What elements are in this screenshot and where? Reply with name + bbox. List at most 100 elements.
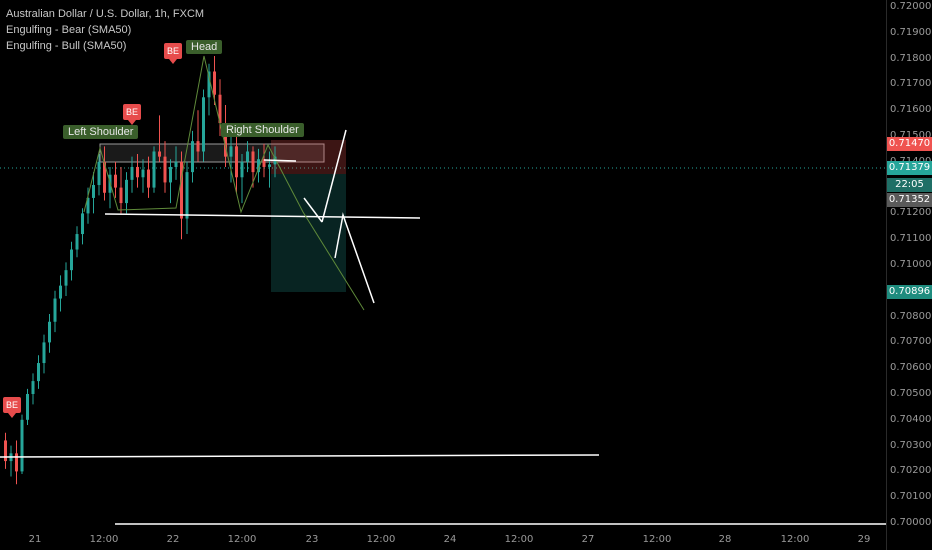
candle-body [229, 146, 233, 157]
candle-body [163, 156, 167, 183]
candle-body [196, 141, 200, 152]
time-axis-label: 24 [443, 534, 457, 545]
neckline [104, 213, 421, 219]
candle-body [147, 169, 150, 188]
candle-body [158, 151, 161, 157]
candle-body [136, 166, 139, 178]
projection-down [334, 212, 375, 304]
price-tick-label: 0.70800 [890, 310, 932, 322]
candle-body [86, 197, 90, 214]
candle-body [59, 285, 62, 299]
candle-body [240, 161, 244, 178]
candle-body [42, 342, 46, 364]
right-shoulder-label[interactable]: Right Shoulder [221, 123, 304, 137]
entry-price-tag: 0.71352 [887, 193, 932, 207]
candle-body [130, 166, 134, 180]
candle-body [246, 151, 249, 162]
candle-body [207, 71, 211, 98]
candle-body [92, 185, 95, 198]
candle-body [218, 94, 222, 124]
time-axis-label: 12:00 [504, 534, 534, 545]
candle-body [235, 146, 238, 178]
symbol-title[interactable]: Australian Dollar / U.S. Dollar, 1h, FXC… [6, 8, 205, 20]
indicator-bear[interactable]: Engulfing - Bear (SMA50) [6, 24, 132, 36]
candle-body [26, 394, 29, 420]
price-tick-label: 0.70700 [890, 336, 932, 348]
indicator-bull[interactable]: Engulfing - Bull (SMA50) [6, 40, 127, 52]
candle-body [48, 321, 51, 343]
chart-legend: Australian Dollar / U.S. Dollar, 1h, FXC… [6, 6, 204, 54]
price-tick-label: 0.70000 [890, 517, 932, 528]
candle-body [37, 363, 40, 382]
price-tick-label: 0.71100 [890, 233, 932, 245]
time-axis-label: 12:00 [642, 534, 672, 545]
stop-loss-zone [271, 140, 346, 174]
last-price-tag: 0.71379 [887, 161, 932, 175]
time-axis-label: 27 [581, 534, 595, 545]
price-tick-label: 0.70400 [890, 413, 932, 425]
hs-pattern-outline [83, 55, 365, 311]
candle-body [114, 174, 117, 188]
price-tick-label: 0.71500 [890, 130, 932, 141]
price-tick-label: 0.71700 [890, 78, 932, 90]
time-axis-label: 12:00 [227, 534, 257, 545]
time-axis-label: 12:00 [780, 534, 810, 545]
price-tick-label: 0.71900 [890, 26, 932, 38]
price-tick-label: 0.71800 [890, 52, 932, 64]
candle-body [224, 123, 227, 157]
candle-body [103, 161, 106, 193]
bear-engulfing-marker[interactable]: BE [164, 43, 182, 64]
candle-body [53, 298, 57, 322]
time-axis-label: 12:00 [366, 534, 396, 545]
support-line [0, 454, 600, 458]
projection-up [321, 129, 347, 223]
bear-engulfing-marker[interactable]: BE [123, 104, 141, 125]
head-label[interactable]: Head [186, 40, 223, 54]
price-tick-label: 0.71000 [890, 259, 932, 270]
candle-body [70, 249, 73, 271]
candle-body [31, 381, 35, 394]
candle-body [15, 453, 18, 472]
candle-body [141, 169, 145, 178]
candle-body [75, 234, 79, 250]
countdown-tag: 22:05 [887, 178, 932, 192]
candle-body [213, 71, 216, 95]
time-axis-label: 23 [305, 534, 319, 545]
time-axis-label: 29 [857, 534, 871, 545]
left-shoulder-label[interactable]: Left Shoulder [63, 125, 139, 139]
price-tick-label: 0.70100 [890, 491, 932, 503]
price-tick-label: 0.71200 [890, 207, 932, 219]
bear-engulfing-marker[interactable]: BE [3, 397, 21, 418]
candle-body [185, 172, 189, 219]
time-axis-label: 22 [166, 534, 180, 545]
time-axis-label: 21 [28, 534, 42, 545]
price-tick-label: 0.72000 [890, 1, 932, 12]
price-axis[interactable] [886, 0, 932, 550]
time-axis-label: 12:00 [89, 534, 119, 545]
pattern-zone-rect [99, 143, 325, 163]
candle-body [97, 161, 101, 186]
candle-body [119, 187, 123, 204]
candle-body [180, 161, 183, 219]
candle-body [125, 179, 128, 204]
candle-body [262, 159, 266, 167]
shoulder-line [263, 159, 297, 162]
candle-body [174, 161, 178, 167]
candle-body [20, 419, 24, 472]
candle-body [64, 270, 68, 286]
candle-body [152, 151, 156, 188]
stop-price-tag: 0.71470 [887, 137, 932, 151]
candle-body [169, 166, 172, 183]
candle-body [4, 440, 7, 462]
candle-body [191, 141, 194, 173]
time-axis-label: 28 [718, 534, 732, 545]
price-tick-label: 0.70500 [890, 388, 932, 399]
take-profit-zone [271, 174, 346, 292]
candle-body [251, 151, 255, 173]
candle-body [81, 213, 84, 235]
price-tick-label: 0.70200 [890, 465, 932, 477]
candle-body [257, 159, 260, 173]
candle-body [202, 97, 205, 152]
projection-pullback [303, 197, 323, 223]
